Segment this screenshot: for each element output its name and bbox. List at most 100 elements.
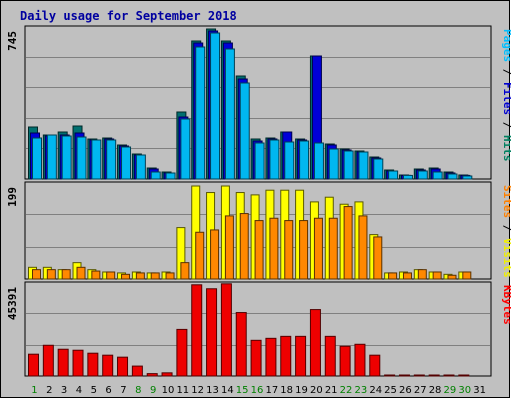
kbytes-bar-3	[57, 348, 69, 377]
x-tick-label-21: 21	[325, 385, 338, 396]
pages-bar-18	[284, 141, 295, 180]
max-value-label: 199	[6, 187, 19, 207]
sites-bar-11	[180, 262, 190, 280]
sites-bar-20	[313, 217, 323, 280]
kbytes-bar-15	[235, 312, 247, 377]
sites-bar-28	[432, 271, 442, 280]
kbytes-bar-6	[102, 354, 114, 377]
legend-part-1: /	[501, 218, 511, 238]
kbytes-bar-17	[265, 337, 277, 377]
x-tick-label-2: 2	[46, 385, 52, 396]
pages-bar-20	[313, 142, 324, 180]
pages-bar-9	[150, 171, 161, 180]
x-tick-label-3: 3	[61, 385, 67, 396]
sites-bar-17	[269, 217, 279, 280]
kbytes-bar-4	[72, 349, 84, 377]
sites-bar-1	[32, 269, 41, 280]
kbytes-bar-10	[161, 372, 173, 377]
kbytes-bar-26	[398, 374, 410, 377]
series-legend-label: KBytes	[501, 285, 511, 325]
kbytes-bar-5	[87, 352, 99, 377]
x-tick-label-1: 1	[31, 385, 37, 396]
x-tick-label-25: 25	[384, 385, 397, 396]
x-tick-label-17: 17	[265, 385, 278, 396]
sites-bar-5	[91, 270, 101, 280]
kbytes-bar-14	[220, 283, 232, 377]
sites-bar-15	[239, 213, 249, 280]
pages-bar-26	[402, 174, 413, 180]
sites-bar-19	[299, 220, 309, 280]
sites-bar-12	[195, 231, 205, 280]
x-tick-label-23: 23	[355, 385, 368, 396]
pages-bar-5	[91, 139, 102, 180]
x-tick-label-15: 15	[236, 385, 249, 396]
sites-bar-29	[447, 274, 457, 280]
kbytes-bar-11	[176, 328, 188, 377]
kbytes-bar-30	[458, 374, 470, 377]
pages-bar-1	[32, 137, 42, 180]
pages-bar-3	[61, 135, 72, 180]
kbytes-bar-21	[324, 335, 336, 377]
max-value-label: 745	[6, 31, 19, 51]
kbytes-bar-20	[309, 309, 321, 377]
legend-part-0: Pages	[501, 29, 511, 62]
kbytes-bar-2	[42, 344, 54, 377]
pages-bar-14	[224, 48, 235, 180]
kbytes-bar-12	[191, 284, 203, 377]
hits_panel: 745 Pages / Files / Hits	[6, 25, 511, 180]
sites-bar-4	[76, 266, 86, 280]
x-tick-label-10: 10	[162, 385, 175, 396]
x-tick-label-22: 22	[340, 385, 353, 396]
pages-bar-17	[269, 139, 280, 180]
pages-bar-11	[180, 118, 191, 180]
kbytes-bar-19	[295, 335, 307, 377]
pages-bar-16	[254, 142, 265, 180]
kbytes-bar-23	[354, 343, 366, 377]
kbytes-bar-7	[117, 356, 129, 377]
legend-part-2: Visits	[501, 238, 511, 278]
sites-bar-27	[417, 269, 427, 280]
x-tick-label-27: 27	[414, 385, 427, 396]
visits_panel: 199 Sites / Visits	[6, 181, 511, 280]
pages-bar-10	[165, 172, 176, 180]
kbytes-bar-28	[428, 374, 440, 377]
x-tick-label-20: 20	[310, 385, 323, 396]
sites-bar-22	[343, 206, 353, 280]
x-tick-label-26: 26	[399, 385, 412, 396]
x-tick-label-12: 12	[191, 385, 204, 396]
x-tick-label-13: 13	[206, 385, 219, 396]
sites-bar-10	[165, 272, 175, 280]
legend-part-2: Files	[501, 82, 511, 115]
kbytes-bar-1	[28, 353, 39, 377]
pages-bar-2	[46, 134, 57, 180]
pages-bar-19	[299, 140, 310, 180]
pages-bar-15	[239, 82, 250, 180]
pages-bar-29	[447, 173, 458, 180]
pages-bar-7	[121, 146, 132, 180]
kbytes-bar-16	[250, 339, 262, 377]
kbytes-bar-22	[339, 345, 351, 377]
x-tick-label-7: 7	[120, 385, 126, 396]
legend-part-3: /	[501, 115, 511, 135]
pages-bar-30	[462, 175, 473, 180]
x-tick-label-31: 31	[473, 385, 486, 396]
legend-part-0: Sites	[501, 185, 511, 218]
pages-bar-25	[388, 170, 399, 180]
sites-bar-21	[328, 217, 338, 280]
x-tick-label-24: 24	[369, 385, 382, 396]
x-tick-label-16: 16	[251, 385, 264, 396]
pages-bar-22	[343, 150, 354, 180]
kbytes-bar-24	[369, 354, 381, 377]
x-tick-label-18: 18	[280, 385, 293, 396]
pages-bar-24	[373, 158, 384, 180]
x-tick-label-5: 5	[91, 385, 97, 396]
series-legend-label: Pages / Files / Hits	[501, 29, 511, 162]
max-value-label: 45391	[6, 287, 19, 320]
sites-bar-14	[224, 215, 234, 280]
x-tick-label-14: 14	[221, 385, 234, 396]
pages-bar-12	[195, 46, 206, 180]
pages-bar-4	[76, 136, 87, 180]
legend-part-4: Hits	[501, 135, 511, 162]
